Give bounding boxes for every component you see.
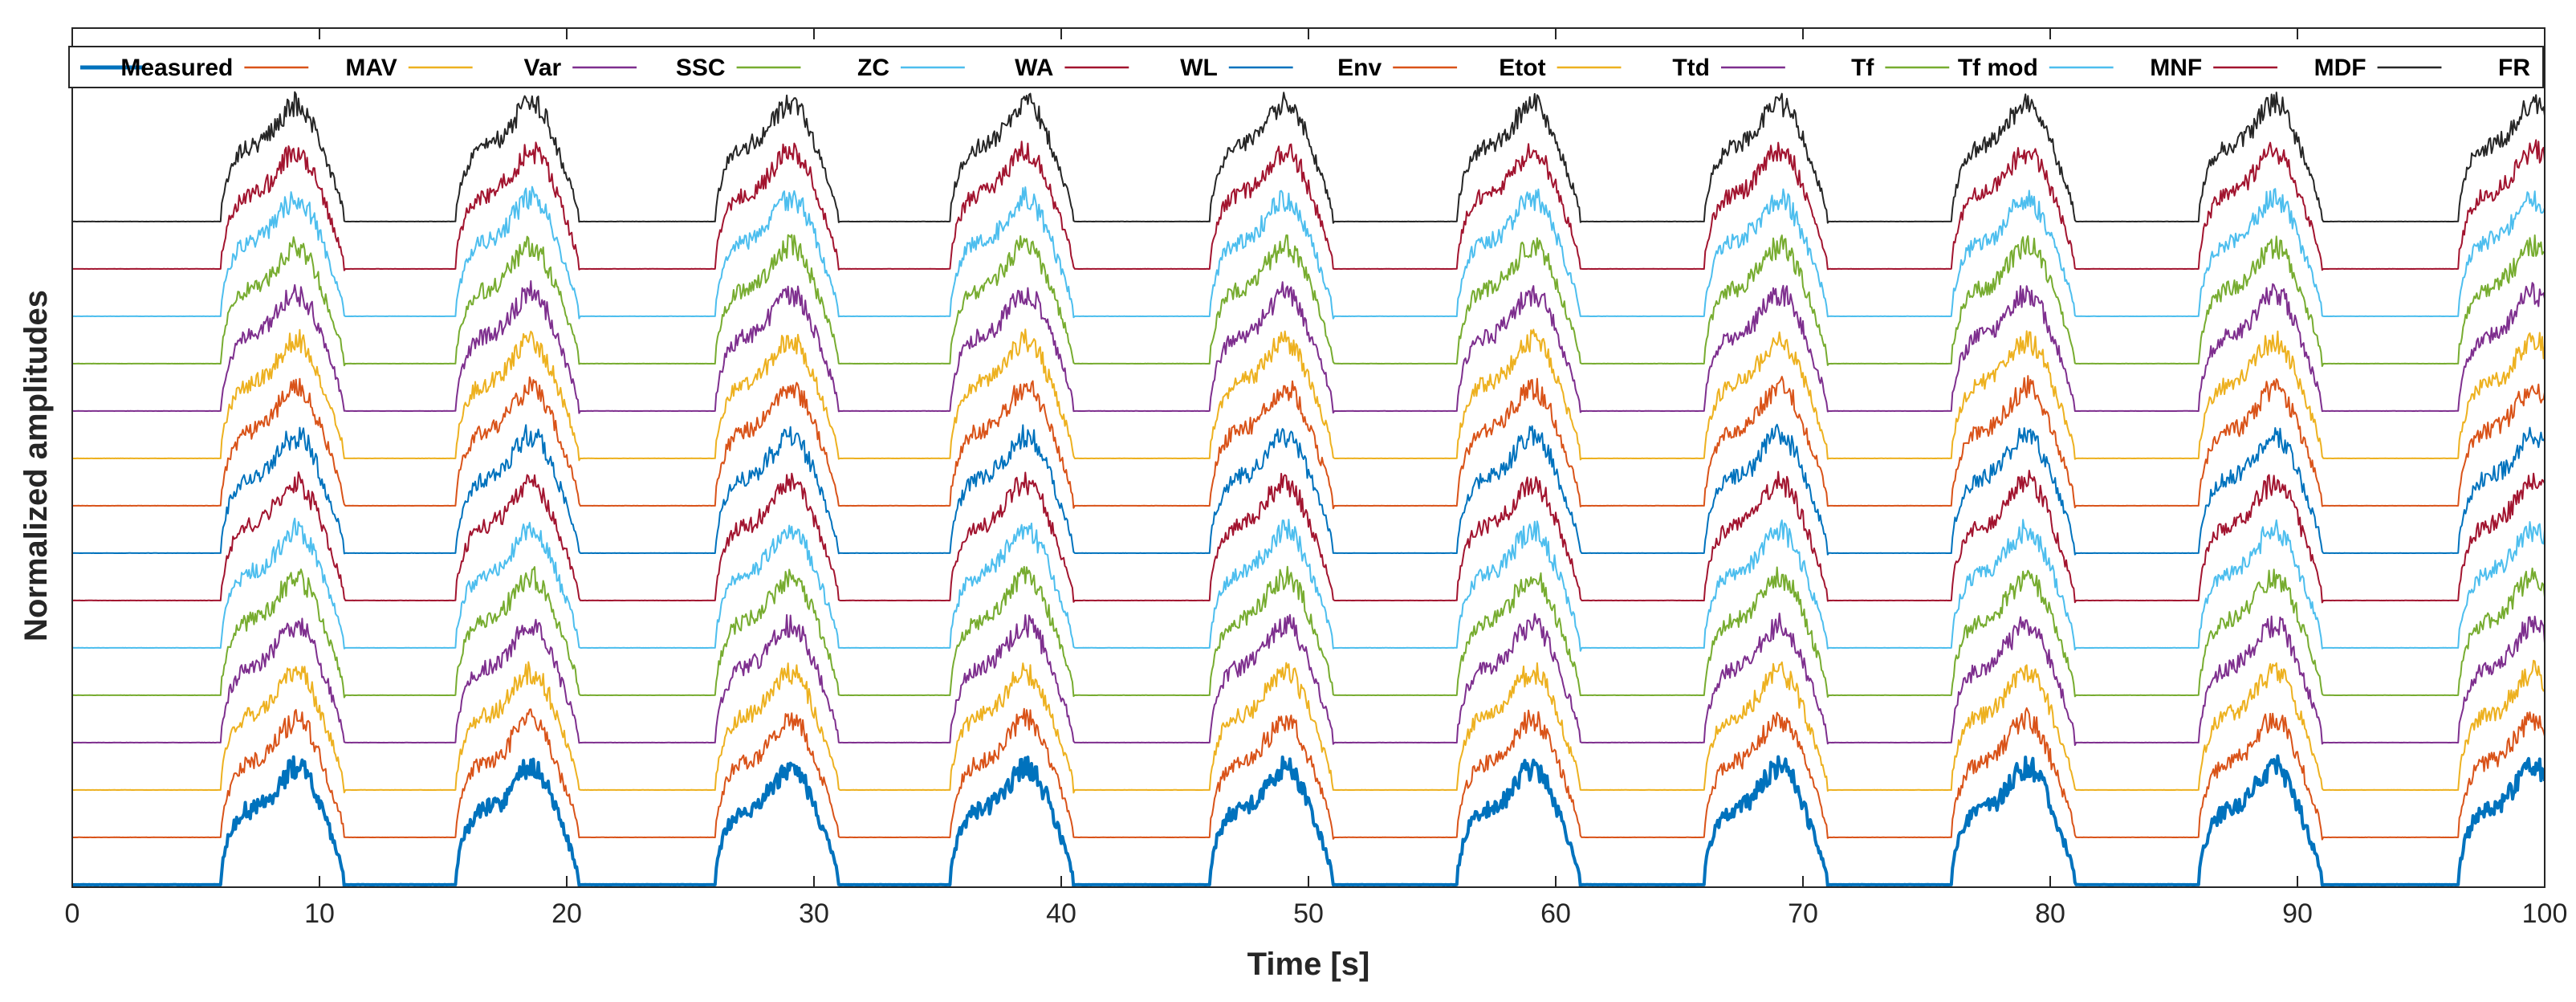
series-line-tf: [72, 280, 2545, 414]
legend-label-env: Env: [1337, 55, 1382, 81]
x-tick-label: 70: [1788, 898, 1818, 929]
legend-label-wa: WA: [1015, 55, 1053, 81]
series-line-var: [72, 659, 2545, 794]
series-line-mnf: [72, 185, 2545, 320]
series-line-measured: [72, 754, 2545, 887]
legend-label-ssc: SSC: [676, 55, 726, 81]
series-line-wa: [72, 517, 2545, 652]
series-line-zc: [72, 565, 2545, 699]
legend-label-etot: Etot: [1499, 55, 1545, 81]
x-tick-label: 90: [2282, 898, 2313, 929]
x-tick-label: 0: [65, 898, 80, 929]
legend-label-var: Var: [523, 55, 561, 81]
x-axis-ticks: 0 10 20 30 40 50 60 70 80 90 100: [65, 28, 2568, 929]
series-line-fr: [72, 91, 2545, 224]
x-tick-label: 100: [2522, 898, 2568, 929]
legend-label-tf-mod: Tf mod: [1958, 55, 2038, 81]
legend-label-tf: Tf: [1851, 55, 1874, 81]
y-axis-label: Normalized amplitudes: [18, 290, 54, 642]
legend-box: [68, 46, 2544, 88]
x-axis-label: Time [s]: [1247, 947, 1370, 982]
legend-label-measured: Measured: [120, 55, 233, 81]
series-line-ttd: [72, 328, 2545, 462]
legend-label-wl: WL: [1180, 55, 1218, 81]
legend-label-ttd: Ttd: [1672, 55, 1710, 81]
x-tick-label: 80: [2035, 898, 2065, 929]
series-line-ssc: [72, 613, 2545, 747]
x-tick-label: 30: [799, 898, 829, 929]
x-tick-label: 50: [1293, 898, 1324, 929]
legend-label-mdf: MDF: [2314, 55, 2366, 81]
series-line-mdf: [72, 139, 2545, 271]
plot-lines: [72, 91, 2545, 887]
legend-label-fr: FR: [2498, 55, 2530, 81]
series-line-etot: [72, 375, 2545, 510]
series-line-env: [72, 423, 2545, 556]
series-line-wl: [72, 470, 2545, 604]
series-line-tf-mod: [72, 234, 2545, 368]
legend: Measured MAV Var SSC ZC WA WL Env Etot Ttd Tf Tf mo…: [68, 46, 2544, 88]
legend-label-mnf: MNF: [2150, 55, 2202, 81]
legend-label-zc: ZC: [857, 55, 889, 81]
series-line-mav: [72, 707, 2545, 841]
x-tick-label: 10: [304, 898, 335, 929]
x-tick-label: 40: [1046, 898, 1076, 929]
x-tick-label: 20: [551, 898, 582, 929]
x-tick-label: 60: [1540, 898, 1571, 929]
legend-label-mav: MAV: [345, 55, 397, 81]
